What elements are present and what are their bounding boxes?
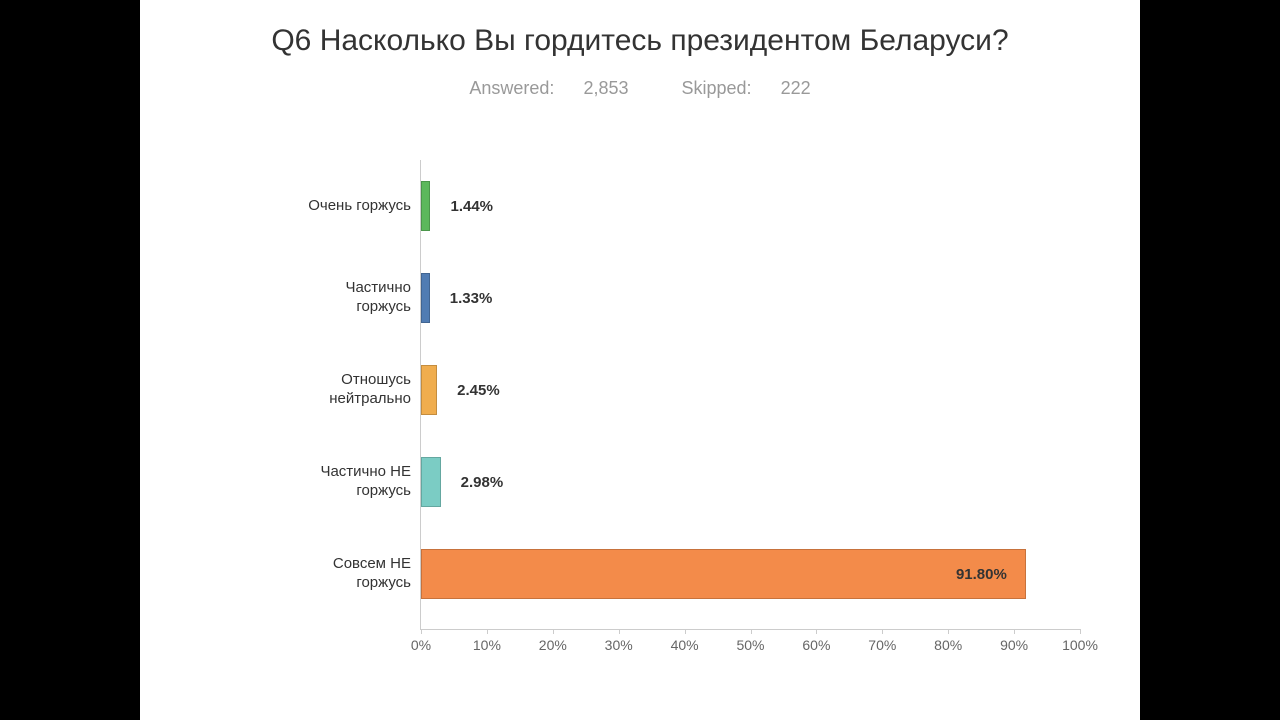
bar-value-label: 1.33% xyxy=(450,290,493,307)
skipped-value: 222 xyxy=(781,78,811,98)
answered-value: 2,853 xyxy=(583,78,628,98)
answered-stat: Answered: 2,853 xyxy=(457,78,645,98)
skipped-label: Skipped: xyxy=(682,78,752,98)
x-axis-tick: 100% xyxy=(1060,629,1100,653)
bar-row: Совсем НЕ горжусь91.80% xyxy=(421,528,1080,620)
skipped-stat: Skipped: 222 xyxy=(670,78,823,98)
bar-row: Частично НЕ горжусь2.98% xyxy=(421,436,1080,528)
category-label: Очень горжусь xyxy=(291,197,421,216)
slide: Q6 Насколько Вы гордитесь президентом Бе… xyxy=(140,0,1140,720)
x-axis-tick: 30% xyxy=(599,629,639,653)
x-axis-tick: 50% xyxy=(731,629,771,653)
chart-title: Q6 Насколько Вы гордитесь президентом Бе… xyxy=(140,0,1140,58)
category-label: Отношусь нейтрально xyxy=(291,371,421,409)
answered-label: Answered: xyxy=(469,78,554,98)
bar-row: Отношусь нейтрально2.45% xyxy=(421,344,1080,436)
bar xyxy=(421,549,1026,599)
bar xyxy=(421,273,430,323)
bar-value-label: 91.80% xyxy=(956,566,1007,583)
bar-value-label: 2.98% xyxy=(461,474,504,491)
bar-value-label: 2.45% xyxy=(457,382,500,399)
category-label: Совсем НЕ горжусь xyxy=(291,555,421,593)
x-axis-tick: 0% xyxy=(401,629,441,653)
response-meta: Answered: 2,853 Skipped: 222 xyxy=(140,58,1140,99)
x-axis-tick: 10% xyxy=(467,629,507,653)
x-axis-tick: 40% xyxy=(665,629,705,653)
chart: Очень горжусь1.44%Частично горжусь1.33%О… xyxy=(280,140,1100,670)
x-axis-tick: 20% xyxy=(533,629,573,653)
bar-value-label: 1.44% xyxy=(450,198,493,215)
x-axis-tick: 80% xyxy=(928,629,968,653)
x-axis-tick: 60% xyxy=(796,629,836,653)
bar xyxy=(421,181,430,231)
bar xyxy=(421,365,437,415)
bar-row: Очень горжусь1.44% xyxy=(421,160,1080,252)
bar-row: Частично горжусь1.33% xyxy=(421,252,1080,344)
plot-area: Очень горжусь1.44%Частично горжусь1.33%О… xyxy=(420,160,1080,630)
x-axis-tick: 90% xyxy=(994,629,1034,653)
category-label: Частично НЕ горжусь xyxy=(291,463,421,501)
category-label: Частично горжусь xyxy=(291,279,421,317)
bar xyxy=(421,457,441,507)
x-axis-tick: 70% xyxy=(862,629,902,653)
